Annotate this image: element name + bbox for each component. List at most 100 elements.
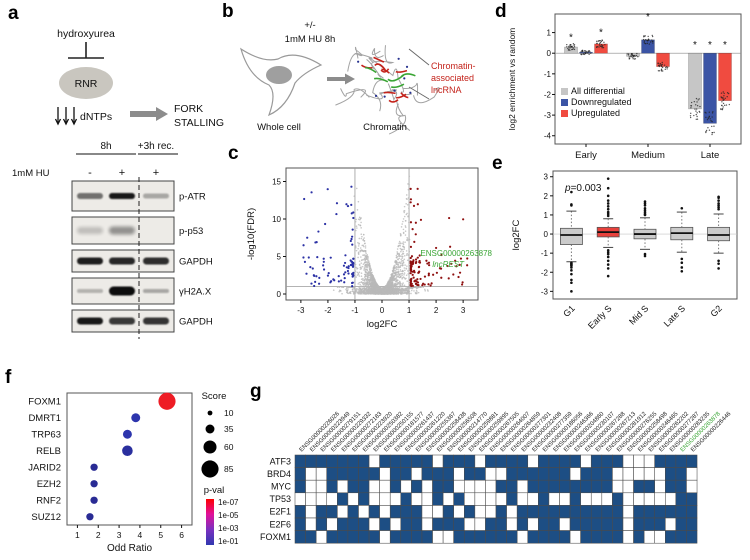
y-tick-label: 0 [547, 49, 552, 58]
heatmap-cell [686, 492, 698, 506]
heatmap-cell [326, 505, 338, 519]
score-legend-dot [203, 440, 217, 454]
heatmap-cell [538, 479, 550, 494]
outlier-point [570, 290, 573, 293]
pval-legend-label: 1e-01 [218, 537, 239, 546]
panel-d-letter: d [495, 1, 507, 22]
plot-frame [552, 170, 738, 300]
blot-band [143, 193, 169, 199]
heatmap-cell [601, 517, 613, 531]
outlier-point [680, 269, 684, 273]
x-axis-label: Odd Ratio [107, 543, 152, 554]
x-tick-label: Early [575, 150, 597, 161]
heatmap-cell [315, 505, 328, 519]
heatmap-cell [337, 492, 349, 506]
heatmap-cell [580, 517, 592, 531]
heatmap-cell [368, 505, 380, 519]
heatmap-cell [464, 467, 476, 481]
heatmap-cell [516, 505, 529, 519]
lncrna-segment [395, 69, 408, 73]
heatmap-cell [411, 467, 423, 481]
y-tick-label: 2 [544, 192, 549, 201]
heatmap-cell [622, 530, 634, 544]
blot-band [143, 289, 169, 293]
heatmap-cell [580, 505, 592, 519]
heatmap-cell [337, 517, 349, 531]
heatmap-cell [559, 454, 571, 468]
chromatin-lncrna-annotation: associated [431, 73, 474, 83]
y-tick-label: -1 [541, 249, 549, 258]
heatmap-cell [506, 517, 518, 531]
heatmap-cell [643, 517, 655, 531]
heatmap-cell [569, 530, 581, 544]
heatmap-cell [622, 454, 634, 468]
lncrna-segment [400, 92, 409, 99]
heatmap-cell [315, 530, 328, 544]
heatmap-cell [326, 530, 338, 544]
heatmap-cell [315, 492, 328, 506]
nucleus [266, 66, 292, 84]
heatmap-cell [675, 467, 687, 481]
heatmap-cell [337, 530, 349, 544]
score-legend-label: 60 [224, 442, 234, 452]
outlier-point [606, 212, 610, 216]
x-tick-label: Medium [631, 150, 665, 161]
heatmap-cell [569, 505, 581, 519]
heatmap-cell [612, 505, 624, 519]
row-label: EZH2 [37, 479, 61, 490]
heatmap-cell [506, 530, 518, 544]
heatmap-cell [464, 479, 476, 494]
heatmap-cell [665, 505, 677, 519]
heatmap-cell [347, 505, 359, 519]
significance-star: * [599, 28, 603, 39]
blot-target-label: GAPDH [179, 317, 213, 328]
heatmap-cell [485, 479, 497, 494]
whole-cell-label: Whole cell [257, 122, 301, 133]
heatmap-cell [464, 454, 476, 468]
heatmap-cell [379, 517, 391, 531]
y-tick-label: 5 [277, 253, 282, 262]
x-tick-label: 2 [434, 306, 439, 315]
panel-f-letter: f [5, 367, 12, 388]
heatmap-cell [527, 530, 539, 544]
heatmap-cell [421, 492, 433, 506]
heatmap-cell [453, 505, 465, 519]
heatmap-cell [474, 505, 486, 519]
outlier-point [570, 281, 573, 285]
heatmap-cell [654, 492, 666, 506]
heatmap-cell [643, 530, 655, 544]
heatmap-cell [538, 505, 550, 519]
y-tick-label: -3 [541, 287, 549, 296]
heatmap-cell [675, 492, 687, 506]
heatmap-cell [305, 492, 317, 506]
outlier-point [680, 257, 684, 261]
outlier-point [606, 250, 610, 254]
heatmap-cell [400, 479, 412, 494]
y-tick-label: 15 [272, 178, 281, 187]
heatmap-cell [559, 492, 571, 506]
y-tick-label: 3 [544, 173, 549, 182]
heatmap-cell [548, 492, 560, 506]
x-tick-label: 3 [461, 306, 466, 315]
heatmap-cell [516, 517, 529, 531]
heatmap-row-label: ATF3 [270, 456, 291, 466]
heatmap-cell [622, 479, 634, 494]
significance-star: * [708, 40, 712, 51]
x-tick-label: 3 [117, 530, 122, 540]
outlier-point [717, 262, 720, 265]
heatmap-cell [305, 467, 317, 481]
heatmap-cell [675, 505, 687, 519]
panel-a-western-blot: 8h +3h rec. 1mM HU - + + p-ATR p-p53 GAPDH γH2A.X… [12, 141, 213, 339]
heatmap-cell [675, 479, 687, 494]
heatmap-cell [590, 517, 603, 531]
outlier-point [643, 212, 647, 216]
heatmap-cell [453, 479, 465, 494]
heatmap-cell [305, 454, 317, 468]
outlier-point [570, 269, 573, 272]
heatmap-cell [559, 505, 571, 519]
enzyme-label: RNR [75, 78, 98, 90]
heatmap-row-label: E2F1 [269, 507, 291, 517]
panel-a-letter: a [8, 3, 19, 24]
heatmap-cell [665, 454, 677, 468]
heatmap-cell [421, 517, 433, 531]
